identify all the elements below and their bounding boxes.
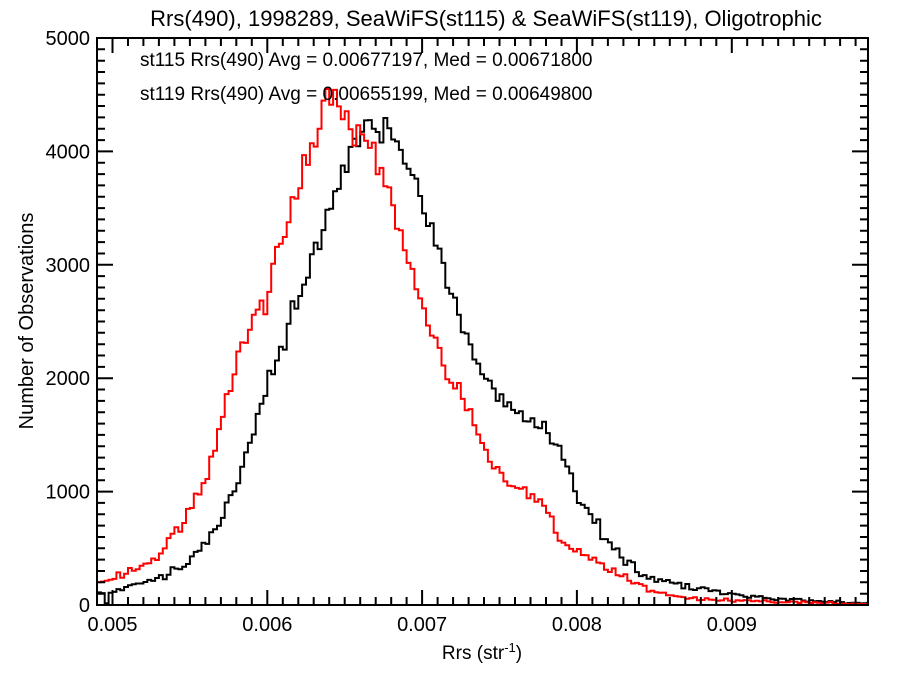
y-axis-ticks (97, 37, 868, 606)
legend-line-st115: st115 Rrs(490) Avg = 0.00677197, Med = 0… (140, 50, 592, 71)
x-tick-label: 0.007 (397, 614, 447, 636)
y-axis-title: Number of Observations (16, 213, 38, 430)
legend-line-st119: st119 Rrs(490) Avg = 0.00655199, Med = 0… (140, 84, 592, 105)
x-tick-labels: 0.005 0.006 0.007 0.008 0.009 (87, 614, 756, 636)
y-tick-label: 1000 (46, 482, 91, 504)
y-tick-label: 5000 (46, 28, 91, 50)
series-st115-path (98, 117, 867, 604)
x-tick-label: 0.009 (707, 614, 757, 636)
y-tick-label: 3000 (46, 255, 91, 277)
y-tick-label: 4000 (46, 141, 91, 163)
y-tick-label: 2000 (46, 368, 91, 390)
chart-title: Rrs(490), 1998289, SeaWiFS(st115) & SeaW… (150, 6, 822, 31)
series-st119-path (98, 88, 867, 604)
x-axis-ticks (96, 38, 857, 605)
x-tick-label: 0.005 (87, 614, 137, 636)
y-tick-label: 0 (79, 595, 90, 617)
x-axis-title: Rrs (str-1) (442, 640, 522, 664)
x-tick-label: 0.006 (242, 614, 292, 636)
plot-frame (96, 37, 869, 606)
x-tick-label: 0.008 (552, 614, 602, 636)
y-tick-labels: 0 1000 2000 3000 4000 5000 (46, 28, 91, 617)
